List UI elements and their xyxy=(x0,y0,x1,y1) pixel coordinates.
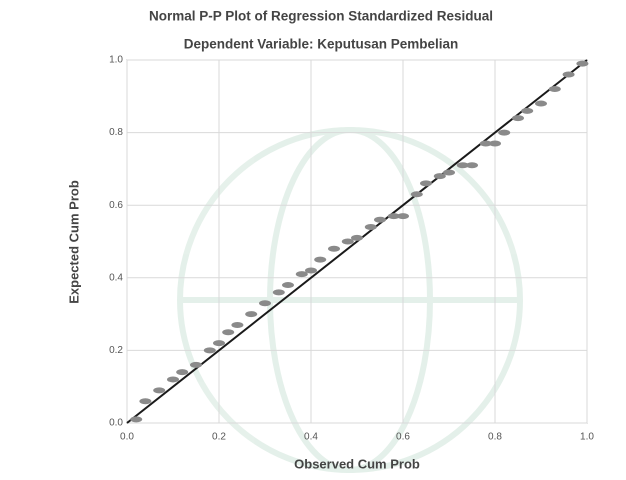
x-tick-label: 0.0 xyxy=(120,432,134,443)
point xyxy=(222,329,234,335)
x-tick-label: 0.2 xyxy=(212,432,226,443)
point xyxy=(259,300,271,306)
y-tick-label: 0.2 xyxy=(109,345,123,356)
point xyxy=(498,130,510,136)
reference-line xyxy=(127,60,587,423)
point xyxy=(549,86,561,92)
point xyxy=(139,398,151,404)
x-tick-label: 1.0 xyxy=(580,432,594,443)
x-tick-label: 0.6 xyxy=(396,432,410,443)
point xyxy=(521,108,533,114)
point xyxy=(204,347,216,353)
point xyxy=(231,322,243,328)
point xyxy=(351,235,363,241)
point xyxy=(563,72,575,78)
point xyxy=(153,387,165,393)
chart: Normal P-P Plot of Regression Standardiz… xyxy=(0,0,626,480)
y-axis-label: Expected Cum Prob xyxy=(66,180,81,304)
point xyxy=(512,115,524,121)
x-axis-label: Observed Cum Prob xyxy=(294,456,420,471)
y-tick-label: 0.4 xyxy=(109,272,123,283)
point xyxy=(130,416,142,422)
point xyxy=(190,362,202,368)
point xyxy=(282,282,294,288)
point xyxy=(328,246,340,252)
point xyxy=(167,376,179,382)
point xyxy=(466,162,478,168)
x-tick-label: 0.8 xyxy=(488,432,502,443)
y-tick-label: 0.6 xyxy=(109,200,123,211)
point xyxy=(489,140,501,146)
point xyxy=(576,61,588,67)
point xyxy=(420,180,432,186)
point xyxy=(365,224,377,230)
point xyxy=(443,170,455,176)
y-tick-label: 0.8 xyxy=(109,127,123,138)
point xyxy=(305,268,317,274)
point xyxy=(374,217,386,223)
point xyxy=(397,213,409,219)
point xyxy=(213,340,225,346)
point xyxy=(314,257,326,263)
chart-title: Normal P-P Plot of Regression Standardiz… xyxy=(149,9,493,24)
y-tick-label: 0.0 xyxy=(109,418,123,429)
watermark xyxy=(180,130,520,470)
point xyxy=(245,311,257,317)
point xyxy=(535,101,547,107)
point xyxy=(411,191,423,197)
y-tick-label: 1.0 xyxy=(109,55,123,66)
point xyxy=(176,369,188,375)
x-tick-label: 0.4 xyxy=(304,432,318,443)
point xyxy=(273,289,285,295)
chart-subtitle: Dependent Variable: Keputusan Pembelian xyxy=(184,37,459,52)
